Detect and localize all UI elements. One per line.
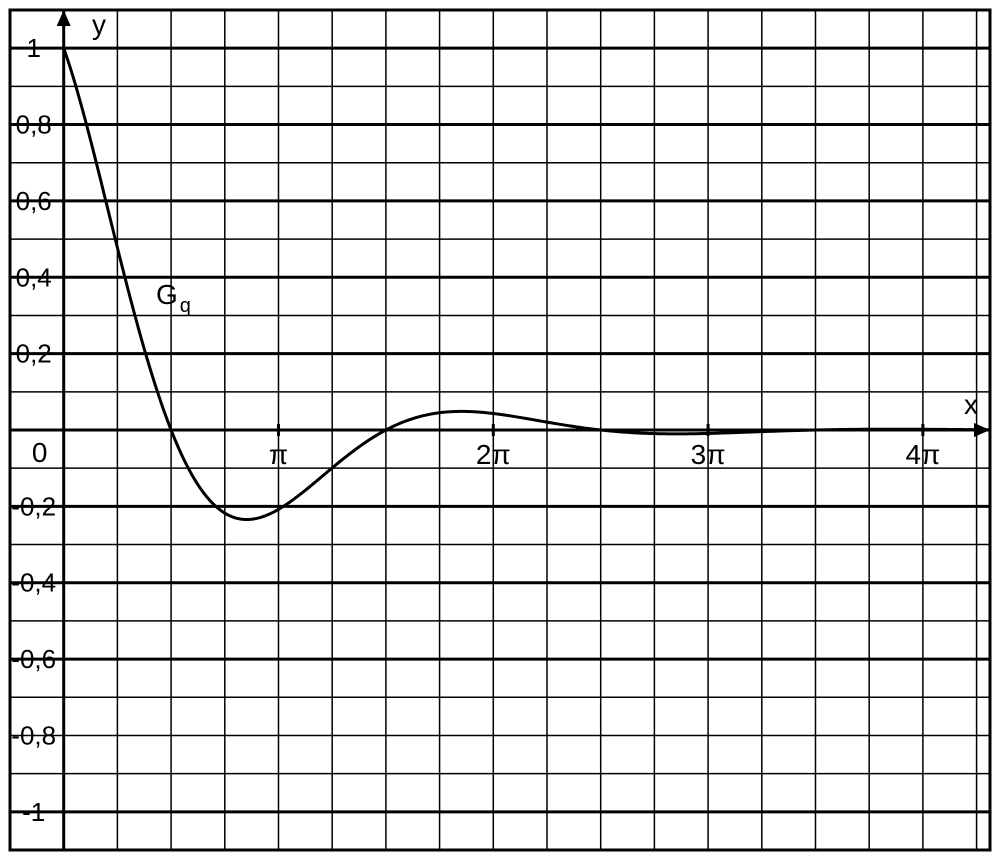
y-tick-label: -1	[22, 797, 45, 827]
y-tick-label: 0,6	[16, 186, 52, 216]
x-tick-label: 3π	[691, 439, 726, 470]
y-tick-label: -0,8	[11, 720, 56, 750]
y-tick-label: 0,8	[16, 110, 52, 140]
chart-container: 1 0,8 0,6 0,4 0,2 -0,2 -0,4 -0,6 -0,8 -1 0 π 2π 3π 4π x…	[0, 0, 1000, 860]
y-axis-label: y	[92, 9, 106, 40]
damped-cosine-chart: 1 0,8 0,6 0,4 0,2 -0,2 -0,4 -0,6 -0,8 -1 0 π 2π 3π 4π x…	[0, 0, 1000, 860]
y-tick-label: -0,2	[11, 491, 56, 521]
x-tick-label: 4π	[905, 439, 940, 470]
y-tick-label: -0,6	[11, 644, 56, 674]
y-tick-label: -0,4	[11, 568, 56, 598]
y-tick-label: 1	[26, 33, 40, 63]
origin-label: 0	[32, 437, 48, 468]
y-tick-label: 0,2	[16, 339, 52, 369]
x-axis-label: x	[964, 389, 978, 420]
y-tick-label: 0,4	[16, 262, 52, 292]
x-tick-label: π	[269, 439, 288, 470]
x-tick-label: 2π	[476, 439, 511, 470]
